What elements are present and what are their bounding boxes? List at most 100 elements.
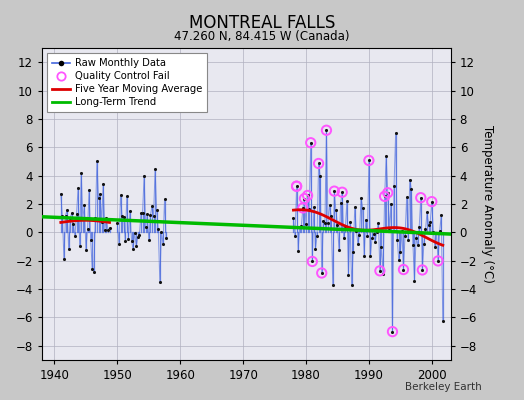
Point [314, 160, 323, 167]
Point [432, 230, 441, 236]
Point [365, 157, 373, 164]
Point [91, 215, 100, 221]
Point [90, 269, 98, 275]
Point [374, 219, 383, 226]
Point [332, 207, 340, 214]
Point [159, 241, 167, 248]
Point [308, 258, 316, 265]
Point [101, 227, 109, 233]
Point [324, 220, 332, 226]
Point [412, 235, 420, 242]
Point [388, 328, 397, 335]
Point [113, 220, 122, 227]
Point [417, 194, 425, 201]
Point [297, 223, 305, 229]
Point [104, 227, 112, 233]
Point [162, 235, 170, 241]
Point [66, 215, 74, 221]
Point [366, 252, 375, 259]
Point [146, 212, 155, 218]
Point [338, 189, 346, 196]
Point [424, 222, 433, 228]
Point [124, 236, 133, 242]
Point [94, 195, 103, 202]
Point [145, 236, 153, 243]
Point [327, 213, 335, 219]
Point [385, 225, 394, 231]
Point [413, 242, 422, 248]
Point [380, 193, 389, 200]
Point [434, 258, 442, 264]
Point [435, 228, 444, 234]
Point [149, 213, 158, 219]
Point [377, 244, 386, 250]
Point [410, 278, 419, 284]
Point [160, 196, 169, 203]
Point [96, 191, 104, 198]
Point [310, 204, 318, 210]
Point [421, 226, 430, 232]
Point [322, 127, 331, 134]
Point [105, 225, 114, 231]
Point [409, 241, 417, 248]
Point [64, 246, 73, 252]
Point [61, 212, 70, 219]
Point [434, 258, 442, 264]
Point [322, 127, 331, 134]
Point [423, 209, 431, 216]
Point [299, 205, 307, 211]
Point [384, 190, 392, 196]
Point [418, 267, 427, 273]
Point [346, 219, 354, 225]
Point [137, 210, 145, 217]
Point [318, 270, 326, 276]
Point [292, 183, 301, 190]
Point [373, 228, 381, 235]
Point [420, 240, 428, 247]
Point [354, 240, 362, 247]
Point [116, 192, 125, 198]
Point [365, 157, 373, 164]
Point [60, 256, 68, 262]
Point [391, 130, 400, 136]
Point [71, 233, 79, 240]
Point [363, 233, 372, 239]
Point [93, 158, 101, 164]
Point [344, 272, 353, 278]
Point [126, 208, 134, 214]
Point [135, 232, 144, 238]
Point [138, 210, 147, 216]
Point [407, 186, 416, 193]
Point [308, 258, 316, 265]
Point [376, 268, 384, 274]
Point [151, 166, 159, 172]
Point [68, 210, 76, 216]
Point [358, 204, 367, 211]
Point [102, 215, 111, 222]
Point [352, 227, 361, 234]
Point [140, 172, 148, 179]
Point [393, 237, 401, 243]
Point [86, 237, 95, 243]
Point [330, 188, 339, 194]
Point [369, 230, 378, 237]
Point [69, 220, 78, 227]
Point [379, 271, 387, 278]
Point [335, 247, 343, 254]
Point [396, 249, 405, 256]
Point [355, 232, 364, 238]
Point [431, 244, 439, 250]
Point [74, 185, 82, 191]
Point [299, 205, 307, 211]
Point [325, 202, 334, 208]
Point [132, 243, 140, 249]
Point [319, 218, 328, 224]
Point [329, 281, 337, 288]
Point [300, 195, 309, 202]
Text: 47.260 N, 84.415 W (Canada): 47.260 N, 84.415 W (Canada) [174, 30, 350, 43]
Point [390, 183, 398, 189]
Point [57, 190, 65, 197]
Point [333, 222, 342, 228]
Point [402, 194, 411, 200]
Point [313, 233, 321, 240]
